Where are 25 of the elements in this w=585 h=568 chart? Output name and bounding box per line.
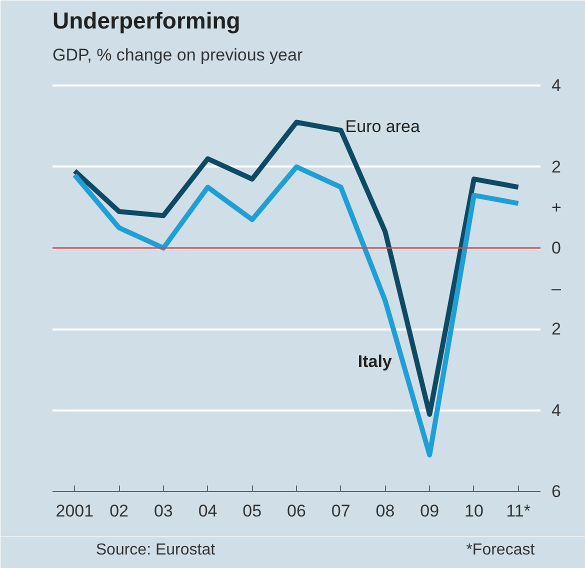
y-tick-label: 4 [552,76,561,96]
x-tick-label: 02 [110,502,129,520]
x-tick-label: 05 [242,502,262,520]
x-tick-label: 10 [464,502,484,520]
y-tick-label: + [552,198,562,217]
chart-title: Underperforming [52,8,240,34]
text: *Forecast [466,542,536,558]
x-tick-label: 08 [376,502,395,520]
y-tick-label: 4 [552,400,561,420]
chart-subtitle: GDP, % change on previous year [52,46,303,64]
x-tick-label: 04 [198,502,218,520]
series-label: Euro area [345,116,421,136]
y-tick-label: – [552,279,562,298]
y-tick-label: 6 [552,482,561,501]
x-tick-label: 11* [506,502,531,520]
y-tick-label: 2 [552,320,561,339]
x-tick-label: 09 [420,502,440,520]
x-tick-label: 06 [287,502,306,520]
x-tick-label: 07 [331,502,350,520]
x-tick-label: 2001 [56,502,94,520]
x-tick-label: 03 [154,502,173,520]
source-note: Source: Eurostat [96,542,216,558]
series-label: Italy [358,352,392,372]
y-tick-label: 0 [552,238,561,258]
y-tick-label: 2 [552,157,561,176]
